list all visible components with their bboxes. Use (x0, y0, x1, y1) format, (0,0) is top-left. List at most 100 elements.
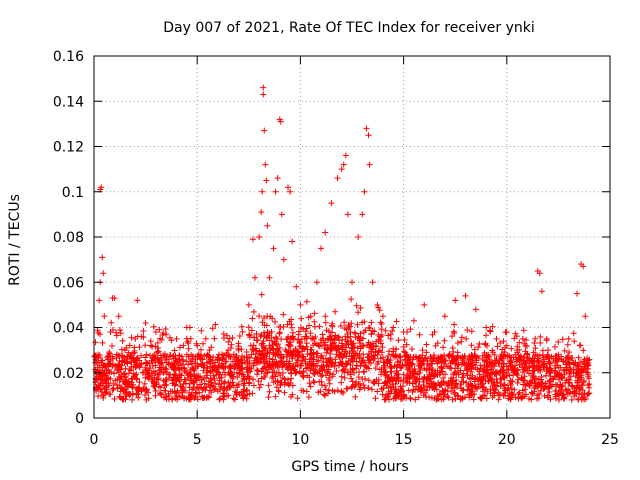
data-point (172, 381, 179, 388)
data-point (338, 379, 345, 386)
data-point (171, 382, 178, 389)
data-point (363, 364, 370, 371)
data-point (157, 384, 164, 391)
data-point (407, 395, 414, 402)
data-point (576, 390, 583, 397)
data-point (282, 346, 289, 353)
data-point (540, 361, 547, 368)
data-point (365, 384, 372, 391)
data-point (476, 340, 483, 347)
data-point (382, 394, 389, 401)
data-point (439, 387, 446, 394)
data-point (113, 332, 120, 339)
data-point (452, 380, 459, 387)
data-point (521, 386, 528, 393)
data-point (454, 355, 461, 361)
data-point (544, 351, 551, 358)
data-point (114, 385, 121, 392)
data-point (357, 363, 364, 370)
data-point (247, 342, 254, 349)
data-point (449, 333, 456, 340)
data-point (92, 339, 99, 346)
data-point (459, 359, 466, 366)
data-point (479, 380, 486, 387)
ticks-layer: 0 0.02 0.04 0.06 0.08 0.1 0.12 0.14 0.16 0 5 10 15 20… (53, 49, 619, 448)
data-point (356, 386, 363, 393)
data-point (521, 377, 528, 384)
data-point (423, 341, 430, 348)
data-point (142, 354, 149, 361)
data-point (332, 332, 339, 339)
data-point (378, 326, 385, 333)
data-point (129, 384, 136, 391)
data-point (580, 263, 587, 270)
data-point (537, 368, 544, 375)
data-point (575, 369, 582, 376)
data-point (199, 386, 206, 393)
data-point (524, 367, 531, 374)
data-point (239, 353, 246, 360)
data-point (113, 351, 120, 358)
data-point (537, 333, 544, 340)
data-point (233, 382, 240, 389)
data-point (400, 377, 407, 384)
data-point (277, 118, 284, 125)
data-point (388, 368, 395, 375)
data-point (515, 355, 522, 362)
data-point (98, 184, 105, 191)
data-point (500, 338, 507, 345)
data-point (481, 363, 488, 370)
data-point (375, 348, 382, 355)
data-point (372, 395, 379, 402)
data-point (306, 374, 313, 381)
data-point (232, 363, 239, 370)
data-point (493, 382, 500, 389)
data-point (325, 359, 332, 366)
data-point (159, 332, 166, 339)
data-point (455, 393, 462, 400)
data-point (357, 345, 364, 352)
data-point (546, 378, 553, 385)
data-point (142, 319, 149, 326)
data-point (201, 380, 208, 387)
data-point (331, 344, 338, 351)
data-point (209, 325, 216, 332)
data-point (289, 382, 296, 389)
data-point (518, 375, 525, 382)
data-point (436, 391, 443, 398)
data-point (263, 177, 270, 184)
data-point (300, 368, 307, 375)
data-point (285, 184, 292, 191)
data-point (171, 359, 178, 366)
data-point (318, 245, 325, 252)
data-point (251, 359, 258, 366)
data-point (166, 361, 173, 368)
data-point (166, 374, 173, 381)
data-point (340, 161, 347, 168)
data-point (318, 373, 325, 380)
data-point (134, 297, 141, 304)
data-point (245, 354, 252, 361)
data-point (478, 376, 485, 383)
data-point (107, 375, 114, 382)
data-point (123, 380, 130, 387)
data-point (449, 377, 456, 384)
data-point (236, 333, 243, 340)
data-point (128, 379, 135, 386)
data-point (389, 327, 396, 334)
data-point (273, 384, 280, 391)
data-point (482, 386, 489, 393)
data-point (185, 396, 192, 403)
data-point (494, 343, 501, 350)
data-point (217, 383, 224, 390)
data-point (499, 346, 506, 353)
data-point (429, 384, 436, 391)
data-point (93, 359, 100, 366)
data-point (386, 396, 393, 403)
data-point (304, 350, 311, 357)
data-point (226, 363, 233, 370)
data-point (566, 379, 573, 386)
data-point (173, 358, 180, 365)
data-point (339, 342, 346, 349)
